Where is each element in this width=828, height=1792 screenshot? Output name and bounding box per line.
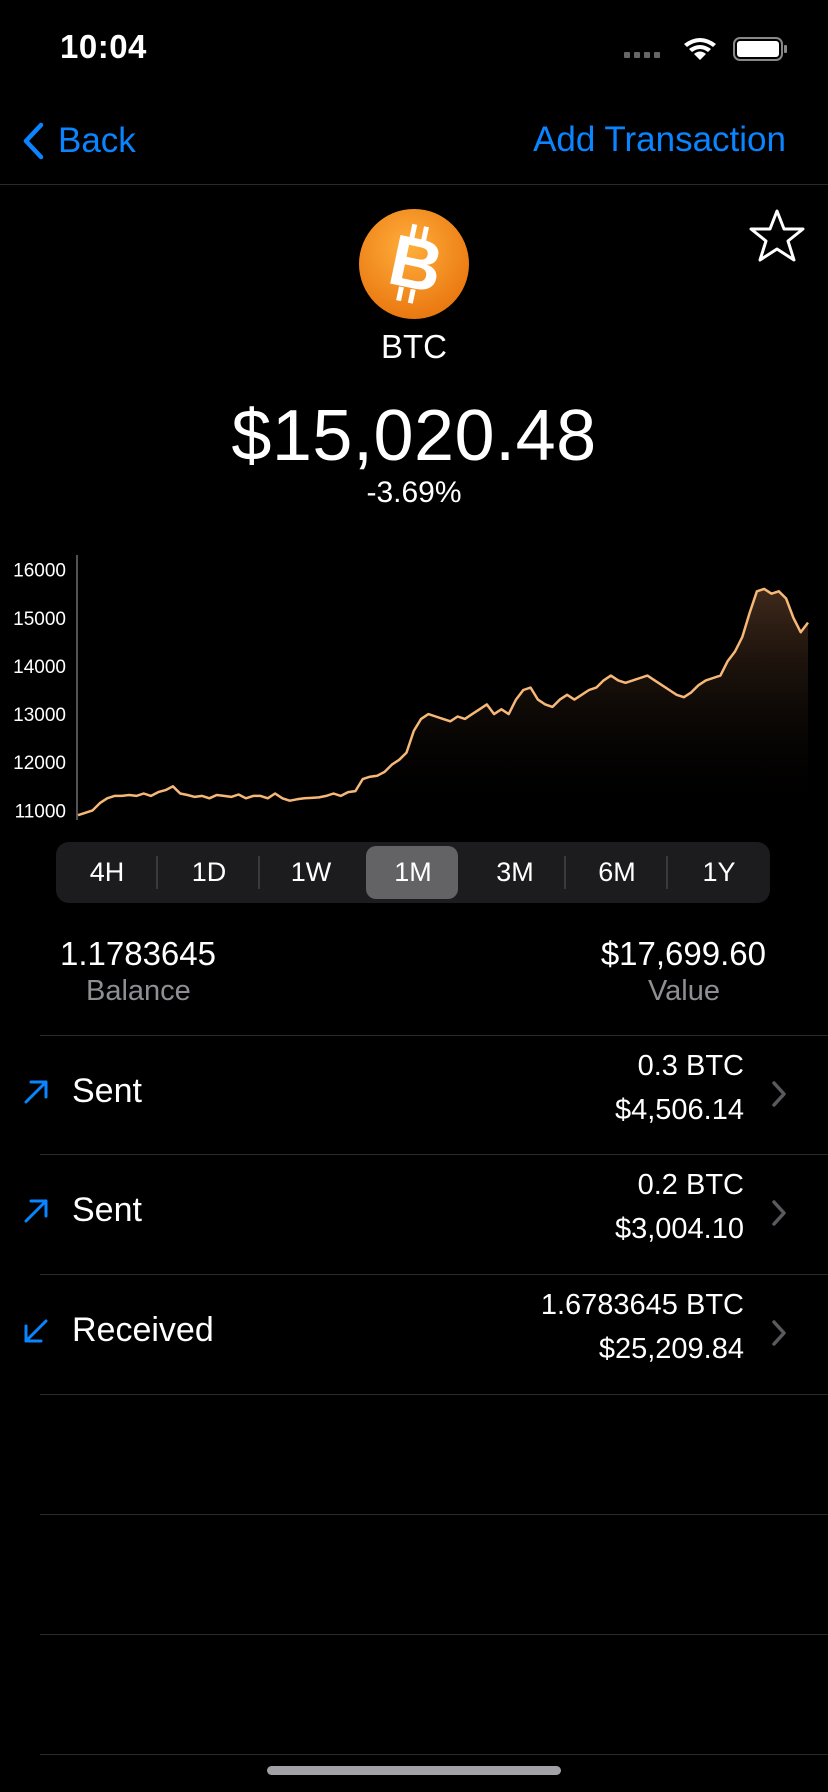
range-1m[interactable]: 1M [394,857,432,887]
value-amount: $17,699.60 [600,935,766,972]
current-price: $15,020.48 [231,396,597,476]
add-transaction-button[interactable]: Add Transaction [533,120,786,159]
bitcoin-logo-icon: B [359,209,469,319]
transaction-btc-amount: 1.6783645 BTC [540,1289,744,1321]
y-tick-label: 14000 [13,657,66,678]
status-time: 10:04 [60,28,147,65]
price-chart: 16000 15000 14000 13000 12000 11000 [13,555,809,823]
balance-amount: 1.1783645 [60,935,216,972]
range-1w[interactable]: 1W [290,857,332,887]
y-tick-label: 15000 [13,609,66,630]
y-tick-label: 13000 [13,705,66,726]
wifi-icon [684,38,716,60]
transaction-usd-amount: $25,209.84 [598,1333,744,1365]
arrow-down-left-icon [24,1319,48,1343]
battery-icon [733,37,787,61]
transaction-usd-amount: $4,506.14 [614,1094,744,1126]
home-indicator[interactable] [267,1766,561,1775]
row-divider [40,1154,828,1155]
back-button[interactable]: Back [22,118,136,164]
price-change: -3.69% [366,476,462,509]
segment-divider [258,856,260,889]
range-1d[interactable]: 1D [191,857,227,887]
coin-symbol: BTC [381,328,447,365]
y-tick-label: 11000 [15,801,66,822]
transaction-row[interactable]: Received 1.6783645 BTC $25,209.84 [0,1275,828,1393]
arrow-up-right-icon [24,1080,48,1104]
row-divider [40,1274,828,1275]
arrow-up-right-icon [24,1199,48,1223]
transaction-row[interactable]: Sent 0.2 BTC $3,004.10 [0,1155,828,1273]
transaction-btc-amount: 0.2 BTC [637,1169,744,1201]
time-range-selector[interactable]: 4H 1D 1W 1M 3M 6M 1Y [56,842,770,903]
row-divider [40,1035,828,1036]
nav-divider [0,184,828,185]
transaction-type: Sent [72,1191,142,1229]
selected-range-highlight [366,846,458,899]
range-1y[interactable]: 1Y [702,857,736,887]
row-divider [40,1754,828,1755]
segment-divider [666,856,668,889]
range-3m[interactable]: 3M [496,857,534,887]
y-tick-label: 12000 [13,753,66,774]
y-tick-label: 16000 [13,561,66,582]
y-axis-ticks: 16000 15000 14000 13000 12000 11000 [13,561,66,823]
transaction-usd-amount: $3,004.10 [614,1213,744,1245]
signal-icon [624,52,660,58]
status-icons [624,37,787,61]
price-line [77,587,809,817]
row-divider [40,1634,828,1635]
row-divider [40,1514,828,1515]
transaction-type: Received [72,1311,214,1349]
chevron-right-icon [772,1081,786,1107]
back-label: Back [58,121,136,160]
chevron-right-icon [772,1200,786,1226]
transaction-row[interactable]: Sent 0.3 BTC $4,506.14 [0,1036,828,1154]
range-6m[interactable]: 6M [598,857,636,887]
range-4h[interactable]: 4H [89,857,125,887]
row-divider [40,1394,828,1395]
segment-divider [564,856,566,889]
price-area [78,588,808,820]
favorite-star-icon[interactable] [748,208,806,264]
transaction-btc-amount: 0.3 BTC [637,1050,744,1082]
balance-label: Balance [86,975,191,1007]
segment-divider [156,856,158,889]
chevron-left-icon [23,122,44,160]
value-label: Value [647,975,720,1007]
chevron-right-icon [772,1320,786,1346]
transaction-type: Sent [72,1072,142,1110]
